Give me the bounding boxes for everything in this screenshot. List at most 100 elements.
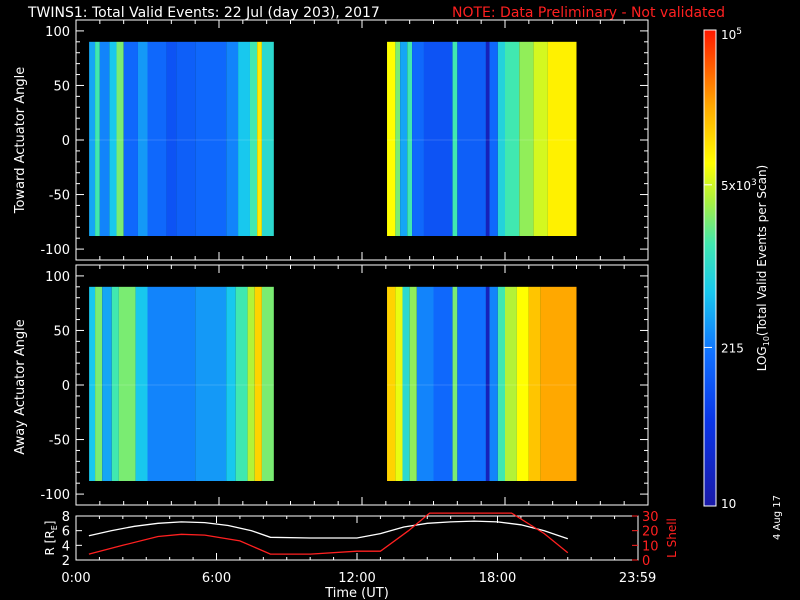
toward-column-9 xyxy=(176,41,196,236)
toward-column-25 xyxy=(489,41,498,236)
toward-axis-ticks: 100 50 0 -50 -100 xyxy=(40,20,649,260)
toward-column-24 xyxy=(485,41,490,236)
time-tick-label-4: 23:59 xyxy=(619,571,656,586)
away-column-7 xyxy=(195,286,227,481)
toward-column-0 xyxy=(89,41,96,236)
away-ylabel: Away Actuator Angle xyxy=(13,319,28,454)
toward-column-7 xyxy=(147,41,167,236)
toward-actuator-panel: 100 50 0 -50 -100 Toward Actuator Angle xyxy=(13,19,649,261)
r-distance-line xyxy=(88,520,569,540)
toward-ytick-label-0: 100 xyxy=(45,25,70,40)
away-column-10 xyxy=(247,286,255,481)
toward-column-22 xyxy=(452,41,458,236)
colorbar-label: LOG10(Total Valid Events per Scan) xyxy=(755,165,771,372)
l-shell-line xyxy=(88,512,569,555)
toward-column-23 xyxy=(457,41,486,236)
toward-column-4 xyxy=(116,41,124,236)
colorbar: 105 5x103 215 10 LOG10(Total Valid Events p… xyxy=(703,27,771,511)
away-column-22 xyxy=(489,286,498,481)
away-column-16 xyxy=(409,286,417,481)
toward-ytick-label-4: -100 xyxy=(40,243,70,258)
away-column-14 xyxy=(395,286,403,481)
toward-column-28 xyxy=(519,41,534,236)
colorbar-tick-label-2: 215 xyxy=(721,341,744,355)
time-tick-label-3: 18:00 xyxy=(479,571,516,586)
colorbar-tick-label-3: 10 xyxy=(721,497,736,511)
away-column-18 xyxy=(433,286,453,481)
toward-column-17 xyxy=(395,41,401,236)
away-column-3 xyxy=(111,286,119,481)
toward-column-13 xyxy=(249,41,258,236)
toward-column-8 xyxy=(166,41,177,236)
away-zero-band-0 xyxy=(89,384,274,386)
away-heatmap-cells xyxy=(89,286,577,481)
toward-column-20 xyxy=(412,41,424,236)
toward-column-21 xyxy=(423,41,453,236)
away-column-9 xyxy=(235,286,248,481)
toward-column-10 xyxy=(195,41,227,236)
toward-zero-band-0 xyxy=(89,139,274,141)
toward-heatmap-cells xyxy=(89,41,577,236)
l-shell-ytick-label-0: 30 xyxy=(642,510,659,525)
away-column-13 xyxy=(387,286,396,481)
away-column-21 xyxy=(485,286,490,481)
away-ytick-label-4: -100 xyxy=(40,488,70,503)
colorbar-tick-label-0: 105 xyxy=(721,27,742,42)
toward-column-14 xyxy=(257,41,262,236)
time-axis-label: Time (UT) xyxy=(324,586,389,600)
away-axis-ticks: 100 50 0 -50 -100 xyxy=(40,265,649,505)
toward-column-3 xyxy=(109,41,117,236)
toward-ytick-label-1: 50 xyxy=(53,79,70,94)
datestamp: 4 Aug 17 xyxy=(772,495,783,540)
away-ytick-label-3: -50 xyxy=(49,434,70,449)
away-column-24 xyxy=(505,286,517,481)
toward-column-15 xyxy=(261,41,274,236)
time-tick-label-1: 6:00 xyxy=(202,571,231,586)
colorbar-tick-label-1: 5x103 xyxy=(721,178,757,193)
l-shell-ytick-label-2: 10 xyxy=(642,539,659,554)
toward-column-12 xyxy=(238,41,250,236)
toward-ylabel: Toward Actuator Angle xyxy=(13,67,28,214)
toward-column-30 xyxy=(547,41,577,236)
toward-column-18 xyxy=(400,41,408,236)
away-column-25 xyxy=(516,286,529,481)
away-column-5 xyxy=(135,286,148,481)
toward-column-19 xyxy=(407,41,413,236)
toward-column-2 xyxy=(99,41,110,236)
away-column-2 xyxy=(102,286,112,481)
away-column-8 xyxy=(226,286,236,481)
away-actuator-panel: 100 50 0 -50 -100 Away Actuator Angle xyxy=(13,264,649,506)
away-ytick-label-0: 100 xyxy=(45,270,70,285)
away-column-1 xyxy=(95,286,103,481)
away-column-15 xyxy=(402,286,410,481)
away-column-27 xyxy=(540,286,577,481)
away-column-20 xyxy=(457,286,486,481)
toward-ytick-label-3: -50 xyxy=(49,189,70,204)
r-ytick-label-0: 8 xyxy=(62,510,70,525)
preliminary-note: NOTE: Data Preliminary - Not validated xyxy=(452,5,726,21)
l-shell-ytick-label-1: 20 xyxy=(642,525,659,540)
away-column-11 xyxy=(254,286,262,481)
time-tick-label-2: 12:00 xyxy=(338,571,375,586)
away-column-0 xyxy=(89,286,96,481)
l-shell-ytick-label-3: 0 xyxy=(642,554,650,569)
toward-column-5 xyxy=(123,41,138,236)
toward-column-6 xyxy=(137,41,148,236)
toward-column-1 xyxy=(95,41,100,236)
away-column-6 xyxy=(147,286,196,481)
away-zero-band-1 xyxy=(387,384,577,386)
toward-column-26 xyxy=(497,41,505,236)
away-column-26 xyxy=(528,286,541,481)
toward-column-16 xyxy=(387,41,396,236)
away-column-12 xyxy=(261,286,274,481)
r-ytick-label-2: 4 xyxy=(62,539,70,554)
away-ytick-label-1: 50 xyxy=(53,324,70,339)
l-shell-axis-label: L Shell xyxy=(665,518,679,558)
toward-column-29 xyxy=(533,41,548,236)
away-column-19 xyxy=(452,286,458,481)
time-tick-label-0: 0:00 xyxy=(61,571,90,586)
r-ytick-label-3: 2 xyxy=(62,554,70,569)
toward-column-11 xyxy=(226,41,239,236)
